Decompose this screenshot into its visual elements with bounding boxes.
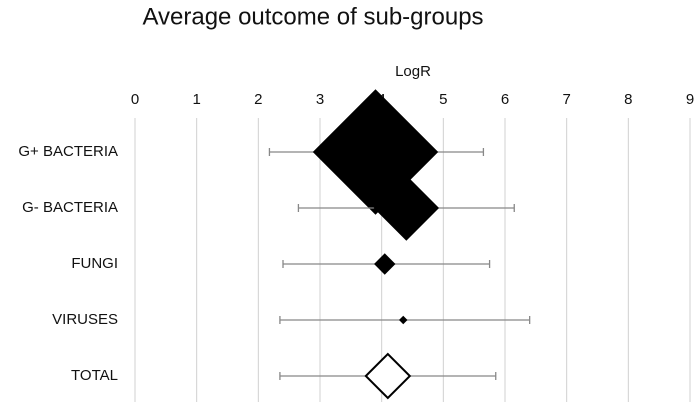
category-label: G- BACTERIA [22, 199, 118, 216]
x-tick-label: 5 [439, 91, 447, 108]
category-label: VIRUSES [52, 311, 118, 328]
diamond [373, 175, 440, 241]
x-axis-label: LogR [395, 63, 431, 80]
x-tick-label: 1 [192, 91, 200, 108]
x-tick-label: 8 [624, 91, 632, 108]
x-tick-label: 6 [501, 91, 509, 108]
x-tick-label: 2 [254, 91, 262, 108]
x-tick-label: 7 [562, 91, 570, 108]
category-label: G+ BACTERIA [18, 143, 118, 160]
x-tick-label: 3 [316, 91, 324, 108]
x-tick-label: 0 [131, 91, 139, 108]
x-tick-label: 9 [686, 91, 694, 108]
chart-title: Average outcome of sub-groups [142, 3, 483, 30]
category-label: TOTAL [71, 367, 118, 384]
diamond [374, 253, 396, 275]
summary-diamond [364, 352, 412, 400]
diamond [399, 315, 408, 325]
category-label: FUNGI [71, 255, 118, 272]
